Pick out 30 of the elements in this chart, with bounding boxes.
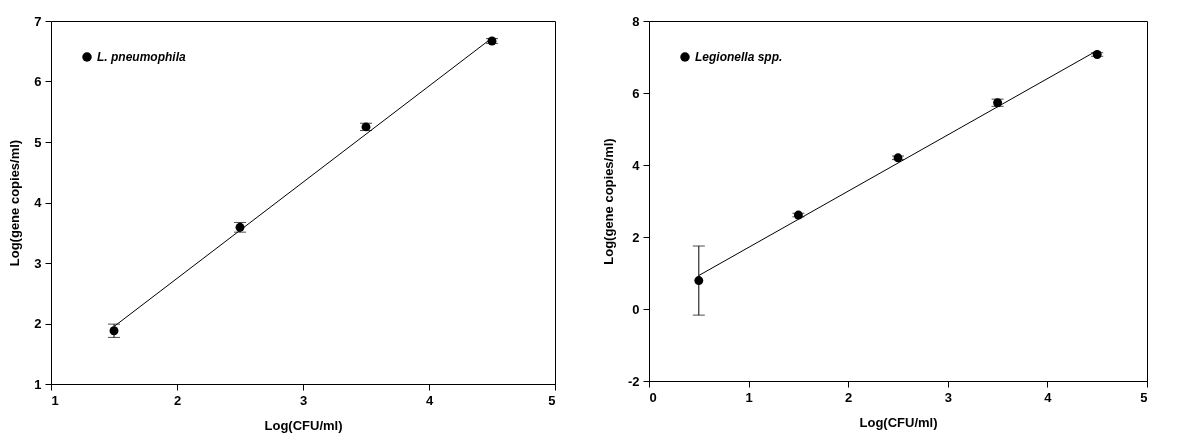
legend-label: Legionella spp. [695, 50, 783, 64]
y-tick-label: 6 [34, 74, 42, 89]
y-axis-title: Log(gene copies/ml) [7, 139, 23, 267]
y-tick-label: 6 [632, 85, 640, 101]
x-tick-label: 2 [173, 392, 182, 408]
y-tick-label: 4 [632, 157, 641, 173]
y-tick-label: 8 [632, 13, 640, 29]
x-axis-title: Log(CFU/ml) [859, 414, 938, 430]
x-tick-label: 5 [1140, 389, 1148, 405]
y-tick-label: 2 [632, 229, 640, 245]
x-tick-label: 3 [944, 389, 952, 405]
y-tick-label: 7 [34, 13, 42, 29]
y-tick-label: 1 [34, 376, 42, 392]
x-tick-label: 5 [548, 392, 556, 408]
x-axis-title: Log(CFU/ml) [264, 417, 343, 433]
x-tick-label: 3 [299, 392, 308, 408]
y-tick-label: 2 [34, 316, 42, 331]
x-tick-label: 1 [51, 392, 59, 408]
y-tick-label: 4 [34, 195, 43, 210]
y-tick-label: -2 [627, 373, 640, 389]
y-axis-title: Log(gene copies/ml) [600, 138, 616, 265]
x-tick-label: 1 [745, 389, 753, 405]
y-tick-label: 0 [632, 301, 640, 317]
y-tick-label: 3 [34, 255, 42, 271]
x-tick-label: 0 [649, 389, 657, 405]
legend-label: L. pneumophila [97, 50, 186, 64]
x-tick-label: 4 [1044, 389, 1053, 405]
x-tick-label: 4 [425, 392, 434, 408]
y-tick-label: 5 [34, 134, 42, 150]
x-tick-label: 2 [845, 389, 853, 405]
